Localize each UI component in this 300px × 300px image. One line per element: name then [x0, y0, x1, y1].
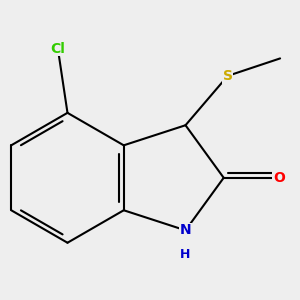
Text: S: S — [223, 69, 233, 83]
Text: N: N — [180, 223, 191, 237]
Text: Cl: Cl — [50, 42, 65, 56]
Text: O: O — [273, 171, 285, 185]
Text: H: H — [180, 248, 191, 261]
